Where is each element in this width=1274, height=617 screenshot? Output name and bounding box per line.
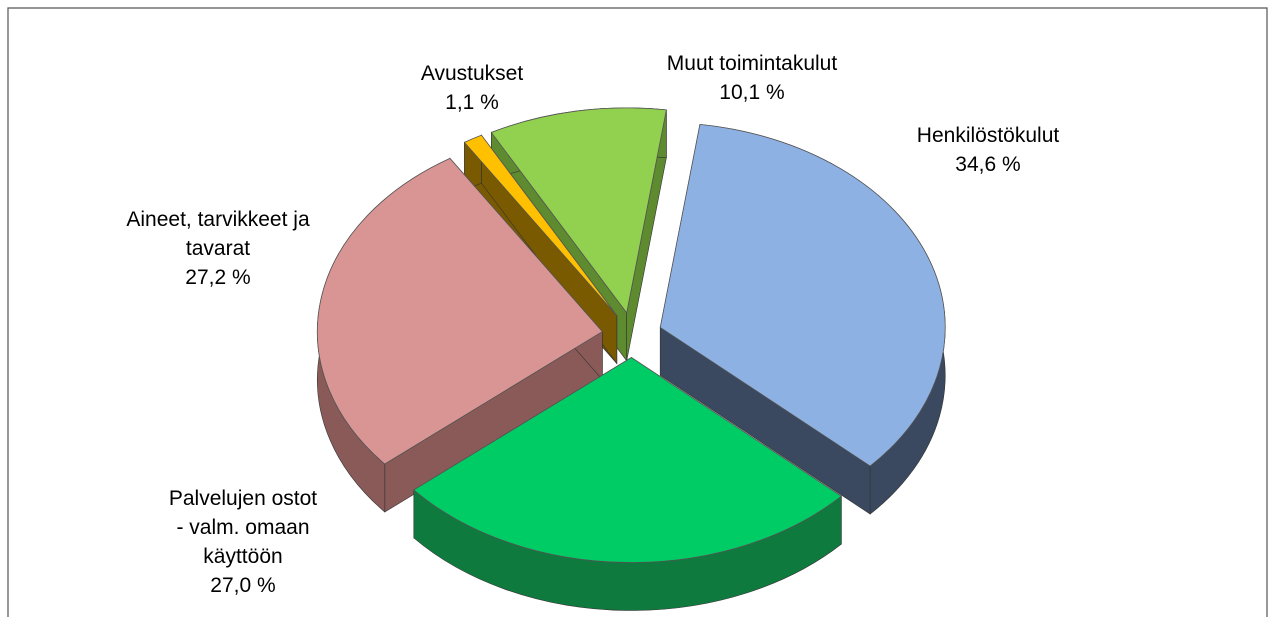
data-label: Aineet, tarvikkeet ja tavarat 27,2 % — [126, 208, 310, 289]
slice-top — [463, 134, 618, 316]
frame — [7, 7, 1268, 617]
label-value: 1,1 % — [445, 91, 499, 114]
label-category: Palvelujen ostot - valm. omaan käyttöön — [169, 487, 317, 568]
data-label: Avustukset 1,1 % — [421, 62, 523, 114]
label-line: tavarat — [186, 237, 250, 260]
slice-top — [659, 123, 946, 467]
data-label: Muut toimintakulut 10,1 % — [667, 52, 838, 104]
label-value: 27,2 % — [185, 266, 250, 289]
label-line: Avustukset — [421, 62, 523, 85]
label-line: Muut toimintakulut — [667, 52, 838, 75]
label-line: Henkilöstökulut — [917, 124, 1060, 147]
slice — [316, 157, 603, 513]
slice-top — [413, 357, 842, 563]
label-category: Avustukset — [421, 62, 523, 85]
label-line: Aineet, tarvikkeet ja — [126, 208, 310, 231]
label-category: Henkilöstökulut — [917, 124, 1060, 147]
slice-top — [490, 107, 667, 314]
slice — [413, 356, 842, 611]
label-category: Muut toimintakulut — [667, 52, 838, 75]
label-line: - valm. omaan — [176, 516, 309, 539]
label-line: Palvelujen ostot — [169, 487, 317, 510]
slice — [659, 123, 946, 515]
label-value: 10,1 % — [719, 81, 784, 104]
label-value: 27,0 % — [210, 574, 275, 597]
label-category: Aineet, tarvikkeet ja tavarat — [126, 208, 310, 260]
data-label: Henkilöstökulut 34,6 % — [917, 124, 1060, 176]
label-value: 34,6 % — [955, 153, 1020, 176]
slice-top — [316, 157, 603, 465]
data-label: Palvelujen ostot - valm. omaan käyttöön 27,… — [169, 487, 317, 597]
label-line: käyttöön — [203, 545, 282, 568]
